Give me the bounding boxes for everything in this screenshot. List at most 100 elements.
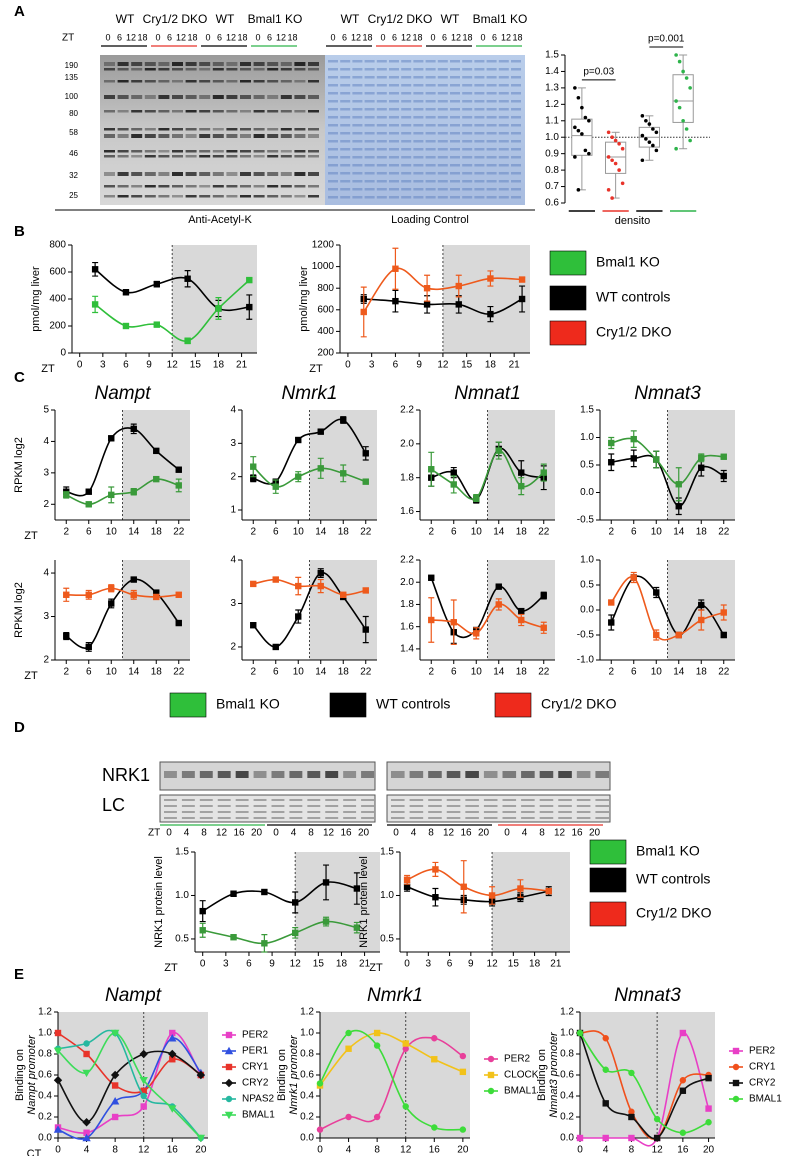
marker: [488, 892, 496, 899]
blot-band: [172, 110, 183, 113]
lc-band: [391, 805, 405, 807]
blot-band: [446, 771, 461, 778]
y-axis-label: Binding on: [536, 1049, 548, 1101]
shaded-region: [442, 245, 530, 353]
marker: [63, 632, 70, 640]
x-tick-label: 2: [63, 527, 69, 538]
lc-band: [235, 799, 249, 801]
lc-band: [502, 817, 517, 819]
blot-band: [199, 195, 211, 198]
x-tick-label: 3: [100, 360, 106, 371]
lc-band: [389, 156, 399, 159]
zt-label: ZT: [62, 33, 74, 44]
lc-band: [164, 817, 177, 819]
x-tick-label: 15: [313, 959, 325, 970]
lc-band: [340, 68, 351, 71]
lc-band: [401, 76, 412, 79]
lc-band: [328, 148, 338, 151]
y-tick-label: 400: [317, 326, 334, 337]
marker: [246, 276, 253, 284]
lc-band: [376, 116, 387, 119]
x-tick-label: 4: [603, 1145, 609, 1156]
lc-band: [253, 817, 267, 819]
marker: [720, 453, 727, 460]
x-tick-label: 18: [213, 360, 225, 371]
lc-band: [462, 172, 473, 175]
lc-band: [413, 148, 424, 151]
data-point: [654, 130, 659, 135]
timepoint-label: 12: [401, 32, 411, 42]
blot-band: [212, 155, 224, 158]
lc-band: [576, 799, 591, 801]
blot-band: [343, 771, 357, 778]
lc-band: [352, 108, 363, 111]
blot-band: [308, 128, 319, 131]
lc-band: [450, 164, 460, 167]
lc-band: [437, 156, 448, 159]
lc-band: [474, 76, 485, 79]
blot-band: [226, 155, 238, 158]
data-point: [617, 168, 621, 172]
lc-band: [376, 132, 387, 135]
lc-band: [462, 188, 473, 191]
blot-band: [144, 95, 156, 99]
x-tick-label: 22: [173, 527, 185, 538]
marker: [428, 574, 435, 581]
data-point: [573, 125, 577, 130]
lc-band: [413, 60, 424, 63]
panel-label: C: [14, 369, 25, 386]
legend-marker: [487, 1071, 495, 1079]
legend-marker: [224, 1046, 234, 1055]
y-tick-label: 5: [43, 405, 49, 416]
blot-band: [308, 185, 319, 188]
timepoint-label: 18: [237, 32, 247, 42]
lc-band: [486, 188, 497, 191]
lc-band: [474, 140, 485, 143]
data-point: [587, 151, 591, 156]
marker: [83, 1050, 90, 1058]
blot-band: [280, 150, 292, 153]
y-tick-label: 1.4: [545, 66, 559, 77]
marker: [292, 929, 299, 937]
marker: [130, 591, 137, 598]
lc-band: [539, 805, 554, 807]
blot-band: [104, 95, 115, 99]
blot-band: [308, 62, 319, 66]
marker: [518, 607, 525, 615]
marker: [608, 599, 615, 606]
lc-band: [428, 817, 442, 819]
blot-band: [131, 185, 143, 188]
x-tick-label: 4: [346, 1145, 352, 1156]
marker: [679, 1129, 687, 1136]
lc-band: [376, 124, 387, 127]
lc-band: [498, 164, 509, 167]
marker: [53, 1076, 63, 1085]
lc-band: [462, 132, 473, 135]
y-tick-label: 1.0: [545, 132, 559, 143]
data-point: [677, 105, 682, 110]
lc-band: [450, 84, 460, 87]
marker: [602, 1066, 609, 1073]
y-tick-label: 3: [230, 438, 236, 449]
lc-band: [413, 164, 424, 167]
shaded-region: [172, 245, 257, 353]
x-tick-label: 9: [146, 360, 152, 371]
lc-band: [595, 805, 609, 807]
y-tick-label: 3: [43, 611, 49, 622]
marker: [653, 631, 660, 639]
marker: [423, 285, 431, 292]
blot-band: [131, 68, 143, 71]
y-axis-label: pmol/mg liver: [30, 266, 42, 332]
y-tick-label: 0.8: [560, 1049, 574, 1060]
lc-band: [450, 68, 460, 71]
lc-band: [328, 124, 338, 127]
marker: [518, 276, 526, 283]
marker: [168, 1049, 177, 1059]
marker: [402, 1040, 409, 1047]
x-tick-label: 22: [360, 527, 372, 538]
lc-band: [558, 817, 572, 819]
blot-band: [294, 195, 306, 198]
blot-band: [144, 68, 156, 71]
x-tick-label: 20: [457, 1145, 469, 1156]
x-tick-label: 12: [487, 959, 499, 970]
